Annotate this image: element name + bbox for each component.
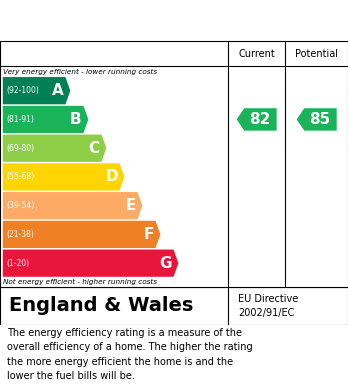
Text: (55-68): (55-68) (6, 172, 34, 181)
Text: F: F (143, 227, 154, 242)
Text: E: E (125, 198, 136, 213)
Text: A: A (52, 83, 64, 98)
Text: G: G (159, 256, 172, 271)
Text: D: D (105, 169, 118, 185)
Text: Current: Current (238, 49, 275, 59)
Text: (69-80): (69-80) (6, 143, 34, 152)
Polygon shape (3, 163, 124, 190)
Text: 85: 85 (309, 112, 330, 127)
Polygon shape (296, 108, 337, 131)
Text: (81-91): (81-91) (6, 115, 34, 124)
Text: B: B (70, 112, 82, 127)
Text: EU Directive
2002/91/EC: EU Directive 2002/91/EC (238, 294, 299, 318)
Text: England & Wales: England & Wales (9, 296, 193, 316)
Text: 82: 82 (249, 112, 270, 127)
Text: (39-54): (39-54) (6, 201, 34, 210)
Text: (92-100): (92-100) (6, 86, 39, 95)
Text: (21-38): (21-38) (6, 230, 34, 239)
Polygon shape (237, 108, 277, 131)
Text: Potential: Potential (295, 49, 338, 59)
Text: C: C (89, 141, 100, 156)
Text: Energy Efficiency Rating: Energy Efficiency Rating (9, 11, 238, 30)
Polygon shape (3, 135, 106, 162)
Polygon shape (3, 106, 88, 133)
Polygon shape (3, 221, 160, 248)
Polygon shape (3, 249, 179, 277)
Text: (1-20): (1-20) (6, 259, 29, 268)
Polygon shape (3, 192, 142, 219)
Text: Very energy efficient - lower running costs: Very energy efficient - lower running co… (3, 69, 158, 75)
Polygon shape (3, 77, 70, 104)
Text: Not energy efficient - higher running costs: Not energy efficient - higher running co… (3, 279, 158, 285)
Text: The energy efficiency rating is a measure of the
overall efficiency of a home. T: The energy efficiency rating is a measur… (7, 328, 253, 381)
